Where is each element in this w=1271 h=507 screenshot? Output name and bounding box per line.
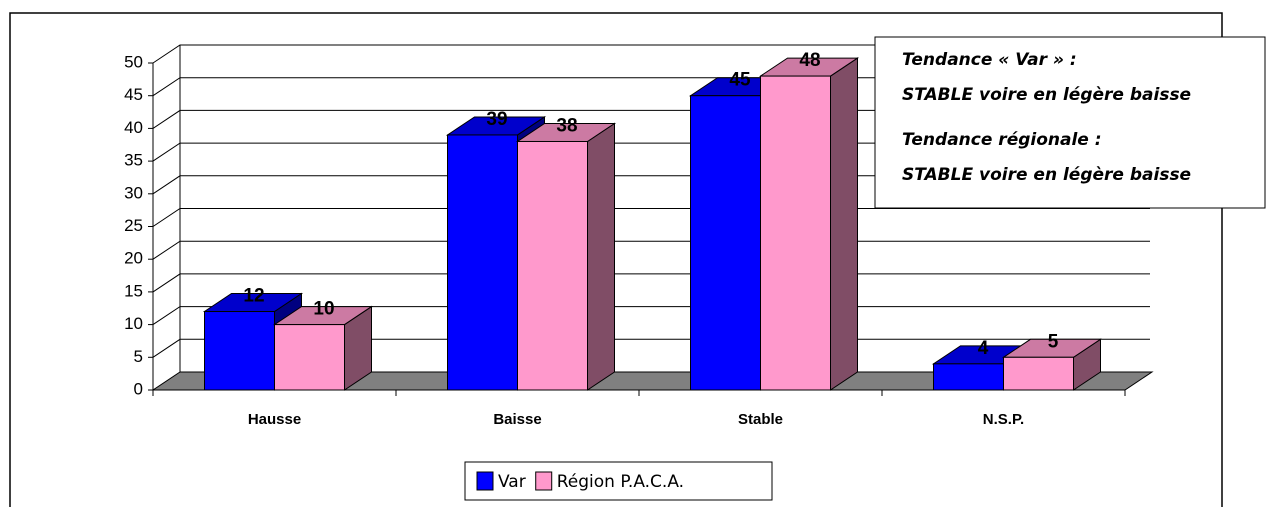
legend-swatch bbox=[535, 471, 553, 491]
bar-front bbox=[933, 363, 1004, 391]
annotation: STABLE voire en légère baisse bbox=[902, 165, 1191, 185]
y-tick-label: 20 bbox=[124, 249, 143, 268]
legend-label: Var bbox=[498, 472, 526, 492]
bar-side bbox=[587, 122, 615, 391]
x-tick-label: N.S.P. bbox=[983, 411, 1024, 428]
grid-line bbox=[152, 240, 1150, 260]
bar-front bbox=[447, 134, 518, 391]
bar bbox=[758, 57, 860, 391]
note-box bbox=[874, 36, 1266, 209]
y-tick-label: 45 bbox=[124, 85, 143, 104]
bar-front bbox=[517, 140, 588, 391]
y-tick-label: 35 bbox=[124, 151, 143, 170]
bar-front bbox=[1003, 356, 1074, 391]
bar-front bbox=[760, 75, 831, 391]
data-label: 39 bbox=[486, 109, 507, 130]
x-tick-label: Stable bbox=[738, 411, 783, 428]
bar-front bbox=[690, 95, 761, 391]
data-label: 48 bbox=[799, 50, 820, 71]
data-label: 45 bbox=[729, 70, 751, 91]
bar bbox=[1001, 338, 1103, 391]
annotation: Tendance « Var » : bbox=[902, 50, 1077, 70]
grid-line bbox=[152, 273, 1150, 293]
x-tick-label: Baisse bbox=[493, 411, 541, 428]
y-tick-label: 25 bbox=[124, 216, 143, 235]
annotation: STABLE voire en légère baisse bbox=[902, 85, 1191, 105]
data-label: 5 bbox=[1048, 331, 1059, 352]
chart-border bbox=[9, 12, 1223, 507]
bar bbox=[515, 122, 617, 391]
bar bbox=[272, 305, 374, 391]
y-tick-label: 50 bbox=[124, 52, 143, 71]
y-tick-label: 15 bbox=[124, 281, 143, 300]
grid-line bbox=[152, 208, 1150, 227]
bar-front bbox=[274, 324, 345, 391]
legend-label: Région P.A.C.A. bbox=[557, 472, 684, 492]
data-label: 4 bbox=[978, 338, 989, 359]
y-tick-label: 40 bbox=[124, 118, 143, 137]
y-tick-label: 5 bbox=[134, 347, 143, 366]
data-label: 12 bbox=[243, 286, 264, 307]
y-tick-label: 30 bbox=[124, 183, 143, 202]
legend-swatch bbox=[476, 471, 494, 491]
grid-line bbox=[152, 44, 1150, 64]
annotation: Tendance régionale : bbox=[902, 130, 1102, 150]
bar-front bbox=[204, 311, 275, 391]
bar-side bbox=[830, 57, 858, 391]
legend-box bbox=[464, 461, 773, 501]
y-tick-label: 10 bbox=[124, 314, 143, 333]
data-label: 10 bbox=[313, 299, 334, 320]
data-label: 38 bbox=[556, 115, 577, 136]
y-tick-label: 0 bbox=[134, 379, 143, 398]
x-tick-label: Hausse bbox=[248, 411, 301, 428]
